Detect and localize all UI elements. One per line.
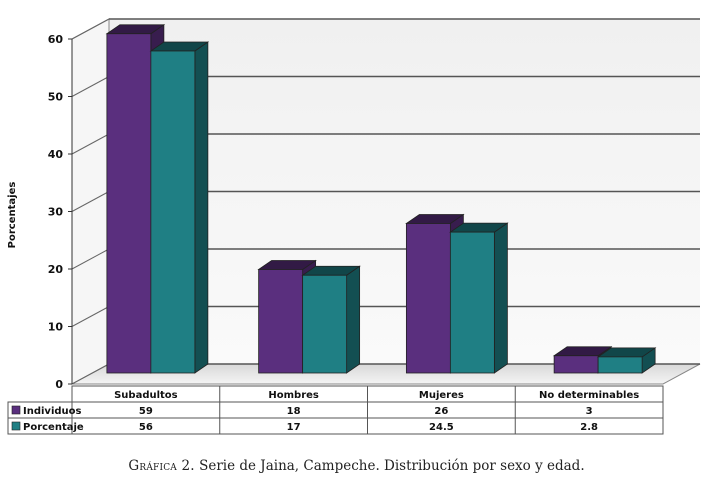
y-tick-label: 0 [55,378,63,391]
bar-side [194,41,209,374]
bar-side [346,265,361,374]
data-table-value: 3 [586,406,593,417]
gridline-side [71,18,110,40]
figure-caption: Gráfica 2. Serie de Jaina, Campeche. Dis… [0,458,713,474]
data-table-value: 56 [139,422,153,433]
data-table-value: 59 [139,406,153,417]
gridline-side [71,248,110,270]
bar-front [449,231,495,374]
gridline-side [71,191,110,212]
bar-front [302,274,348,374]
x-category-label: Mujeres [419,390,464,401]
data-table-value: 26 [434,406,448,417]
gridline-side [71,306,110,327]
data-table-value: 17 [287,422,301,433]
data-table-value: 18 [287,406,301,417]
chart-figure: 0 10 20 30 40 50 60 Porcentajes Subadultos Hombr… [7,18,701,435]
y-tick-label: 10 [48,321,64,334]
x-category-label: Subadultos [114,390,178,401]
gridline-side [71,76,110,97]
x-category-label: No determinables [539,390,639,401]
bar-front [106,33,152,374]
bar-side [493,222,508,374]
data-table-value: 24.5 [429,422,454,433]
gridline-side [71,133,110,155]
y-tick-label: 40 [48,148,64,161]
caption-text: Serie de Jaina, Campeche. Distribución p… [199,458,585,474]
data-table-value: 2.8 [580,422,598,433]
bar [149,41,210,374]
legend-swatch [11,421,21,431]
y-axis-label: Porcentajes [7,182,18,249]
bar-chart: 0 10 20 30 40 50 60 Porcentajes Subadultos Hombr… [7,18,701,435]
legend-label: Individuos [23,406,82,417]
bar-front [258,269,304,374]
y-tick-label: 30 [48,206,64,219]
bar-front [405,223,451,374]
bar [596,347,657,374]
legend-label: Porcentaje [23,422,84,433]
gridline-side [71,363,110,385]
bar-front [150,50,196,374]
legend-swatch [11,405,21,415]
y-tick-label: 20 [48,263,64,276]
bar [301,265,361,374]
bar [449,222,509,374]
bar-front [597,356,643,374]
y-tick-label: 60 [48,33,64,46]
caption-lead: Gráfica 2. [128,458,195,474]
y-tick-label: 50 [48,91,64,104]
bar-front [553,355,599,374]
x-category-label: Hombres [268,390,319,401]
